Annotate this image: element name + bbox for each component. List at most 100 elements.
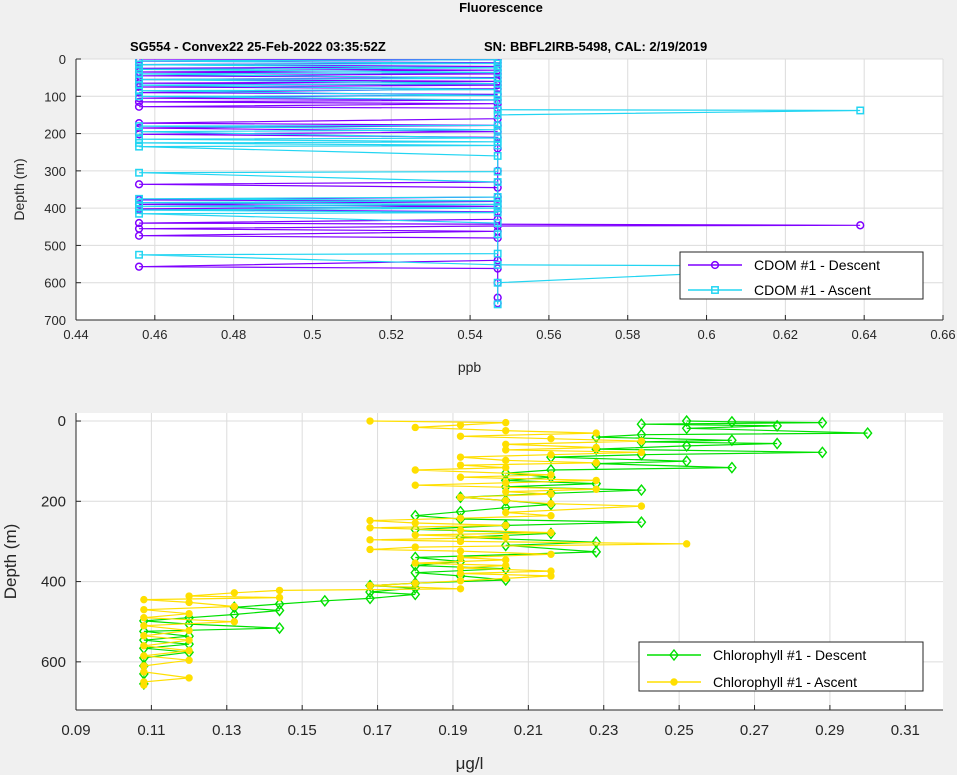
data-point [140,595,148,604]
legend-box [679,251,924,300]
data-point [592,443,600,452]
x-tick-label: 0.62 [773,327,798,342]
legend: Chlorophyll #1 - Descent Chlorophyll #1 -… [638,641,924,692]
data-point [411,423,419,432]
data-point [185,598,193,607]
data-point [366,536,374,544]
data-point [140,642,148,650]
data-point [493,79,502,88]
data-point [135,127,144,136]
data-point [493,134,502,142]
data-point [456,564,465,572]
x-tick-label: 0.13 [212,722,241,739]
data-point [366,581,374,590]
data-point [547,500,555,508]
data-point [592,476,600,485]
data-point [592,459,600,467]
x-tick-label: 0.46 [142,327,167,342]
data-point [230,589,239,597]
data-point [592,429,600,437]
data-point [411,466,419,474]
y-tick-label: 300 [44,164,66,179]
data-point [135,86,144,95]
data-point [727,461,737,474]
data-point [493,219,502,228]
data-point [456,432,465,440]
data-point [456,585,465,593]
series-line [139,59,861,305]
y-tick-label: 400 [44,201,66,216]
data-point [366,417,374,425]
cdom-chart: 0.44 0.46 0.48 0.5 0.52 0.54 0.56 0.58 0.6 0.62 0.… [11,52,956,375]
data-point [135,81,144,90]
data-point [456,526,465,534]
data-point [135,194,144,203]
data-point [502,487,510,496]
data-point [591,545,602,558]
data-point [274,604,285,617]
data-point [681,414,692,428]
y-tick-label: 0 [58,413,66,430]
data-point [856,221,865,230]
data-point [681,439,692,453]
data-point [185,626,193,635]
data-point [637,502,646,510]
x-tick-label: 0.5 [303,327,321,342]
data-point [636,516,647,529]
data-point [547,528,555,537]
data-point [411,559,419,567]
data-point [275,586,284,595]
data-point [319,594,330,607]
data-point [502,521,510,530]
data-point [456,514,465,522]
data-point [140,632,148,640]
data-point [547,512,555,520]
data-point [185,646,193,655]
data-point [411,579,419,587]
figure-subtitle-right: SN: BBFL2IRB-5498, CAL: 2/19/2019 [484,39,707,54]
data-point [135,250,144,259]
data-point [502,440,510,449]
data-point [493,59,502,64]
y-tick-label: 700 [44,313,66,328]
data-point [502,456,510,465]
data-point [636,483,647,497]
data-point [502,556,510,564]
data-point [411,481,419,489]
data-point [493,121,502,130]
data-point [365,585,375,599]
data-point [135,59,144,65]
y-tick-label: 500 [44,238,66,253]
data-point [140,678,148,686]
data-point [727,415,737,428]
y-axis-label: Depth (m) [11,158,27,220]
data-point [140,622,148,630]
legend-box [638,641,924,692]
data-point [134,262,144,271]
data-point [502,418,510,427]
chlorophyll-chart: 0.09 0.11 0.13 0.15 0.17 0.19 0.21 0.23 0.25 0.27… [1,413,943,773]
series-1 [135,59,865,309]
data-point [681,455,692,468]
data-point [493,151,502,160]
data-point [592,485,600,493]
data-point [493,105,502,114]
legend-marker [711,286,719,294]
data-point [456,453,465,461]
data-point [135,75,144,84]
data-point [135,135,144,144]
data-point [274,597,285,611]
x-tick-label: 0.6 [698,327,716,342]
x-tick-label: 0.25 [665,722,694,739]
data-point [547,451,555,459]
data-point [456,537,465,546]
x-tick-label: 0.52 [379,327,404,342]
data-point [856,106,865,115]
data-point [140,652,148,660]
x-axis-label: ppb [458,359,482,375]
data-point [817,416,828,429]
data-point [140,613,148,622]
data-point [493,96,502,104]
data-point [493,208,502,217]
